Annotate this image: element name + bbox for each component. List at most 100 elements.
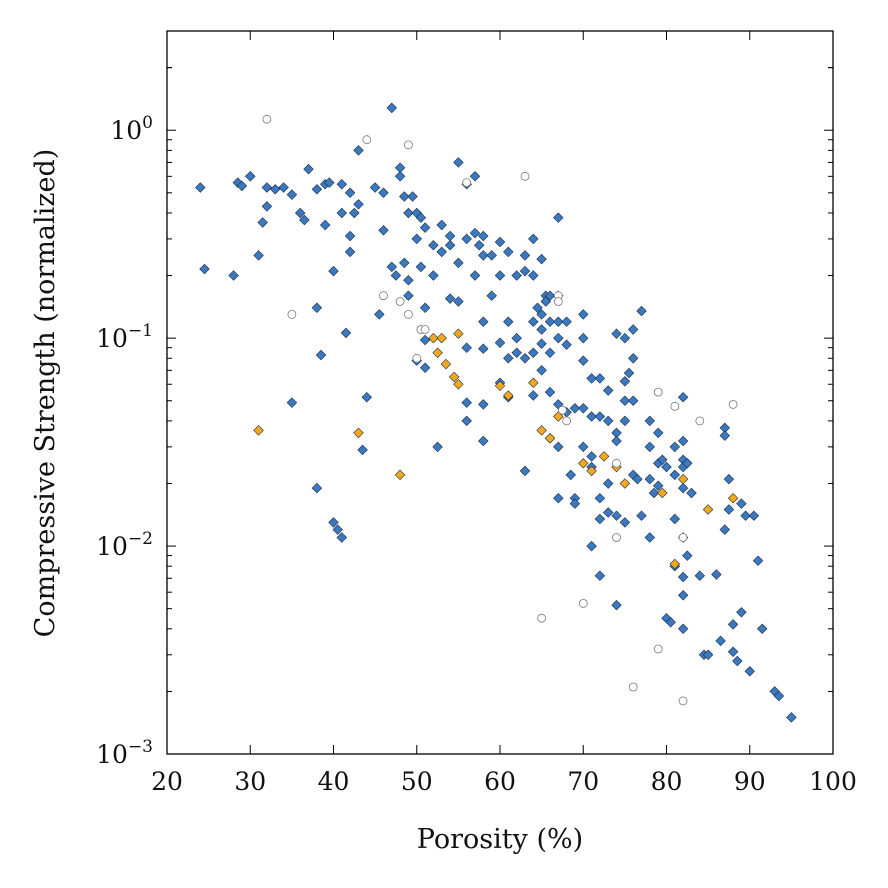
data-point-s0-41 bbox=[378, 187, 389, 199]
data-point-s0-12 bbox=[286, 189, 298, 200]
data-point-s2-20 bbox=[628, 682, 638, 692]
data-point-s0-161 bbox=[619, 332, 631, 344]
data-point-s0-24 bbox=[328, 265, 339, 277]
data-point-s0-96 bbox=[503, 316, 514, 327]
data-point-s0-160 bbox=[611, 599, 622, 611]
data-point-s0-156 bbox=[611, 328, 622, 339]
data-point-s0-103 bbox=[519, 265, 531, 277]
data-point-s0-182 bbox=[657, 454, 668, 466]
data-point-s0-63 bbox=[428, 239, 439, 251]
y-tick-label: 10−2 bbox=[96, 529, 153, 561]
data-point-s0-14 bbox=[294, 207, 306, 219]
data-point-s0-80 bbox=[469, 227, 481, 239]
data-point-s2-23 bbox=[670, 401, 680, 411]
data-point-s0-92 bbox=[494, 270, 506, 281]
data-point-s0-70 bbox=[444, 230, 456, 242]
data-point-s0-183 bbox=[661, 461, 672, 473]
data-point-s0-55 bbox=[411, 233, 423, 245]
data-point-s0-137 bbox=[578, 309, 589, 320]
data-point-s0-68 bbox=[444, 239, 456, 251]
data-point-s0-27 bbox=[336, 178, 348, 190]
data-point-s0-120 bbox=[544, 316, 556, 327]
data-point-s0-43 bbox=[386, 102, 398, 114]
data-point-s0-97 bbox=[503, 353, 514, 364]
data-point-s0-152 bbox=[602, 385, 614, 396]
data-point-s0-37 bbox=[357, 444, 368, 456]
data-point-s0-107 bbox=[528, 270, 539, 281]
data-point-s0-172 bbox=[636, 305, 647, 317]
data-point-s0-178 bbox=[648, 487, 660, 499]
data-point-s0-109 bbox=[528, 347, 539, 359]
data-point-s0-139 bbox=[578, 355, 589, 366]
data-point-s0-76 bbox=[461, 342, 472, 353]
data-point-s1-25 bbox=[727, 492, 739, 504]
data-point-s0-206 bbox=[715, 635, 726, 647]
data-point-s0-211 bbox=[723, 504, 735, 515]
data-point-s1-1 bbox=[353, 427, 364, 439]
data-point-s0-167 bbox=[627, 324, 639, 335]
data-point-s0-218 bbox=[744, 666, 755, 677]
data-point-s0-33 bbox=[344, 246, 356, 258]
data-point-s0-32 bbox=[344, 230, 356, 242]
data-point-s0-134 bbox=[565, 469, 577, 481]
data-point-s0-155 bbox=[602, 507, 614, 518]
data-point-s1-17 bbox=[586, 465, 597, 477]
data-point-s0-146 bbox=[586, 540, 597, 552]
data-point-s0-214 bbox=[732, 655, 743, 667]
y-tick-label: 100 bbox=[110, 113, 153, 145]
data-point-s0-35 bbox=[353, 145, 364, 156]
data-point-s0-169 bbox=[627, 395, 639, 406]
data-point-s0-44 bbox=[386, 261, 398, 273]
data-point-s2-21 bbox=[653, 387, 663, 397]
data-point-s0-126 bbox=[553, 316, 564, 327]
data-point-s0-59 bbox=[419, 222, 431, 233]
data-point-s0-188 bbox=[669, 513, 681, 525]
data-point-s0-179 bbox=[652, 427, 664, 439]
data-point-s0-50 bbox=[403, 207, 414, 219]
data-point-s0-175 bbox=[644, 441, 656, 453]
data-point-s0-34 bbox=[349, 207, 360, 219]
data-point-s0-67 bbox=[436, 246, 447, 258]
y-tick-label: 10−3 bbox=[96, 737, 153, 769]
data-point-s1-12 bbox=[528, 377, 539, 389]
data-point-s1-23 bbox=[677, 473, 689, 485]
data-point-s0-62 bbox=[419, 362, 431, 374]
data-point-s0-2 bbox=[228, 270, 239, 281]
data-point-s2-9 bbox=[420, 325, 430, 334]
data-point-s0-105 bbox=[519, 465, 531, 477]
data-point-s0-88 bbox=[478, 435, 489, 447]
data-point-s1-3 bbox=[428, 332, 439, 344]
data-point-s0-45 bbox=[390, 270, 402, 281]
data-point-s0-116 bbox=[536, 365, 547, 376]
data-point-s0-174 bbox=[644, 415, 656, 427]
data-point-s0-23 bbox=[324, 177, 335, 188]
data-point-s1-16 bbox=[578, 458, 589, 469]
data-point-s0-49 bbox=[399, 257, 410, 269]
data-point-s0-39 bbox=[369, 182, 381, 193]
data-point-s0-153 bbox=[602, 415, 614, 427]
data-point-s0-69 bbox=[444, 293, 456, 304]
data-point-s0-127 bbox=[553, 332, 564, 344]
data-point-s0-113 bbox=[536, 309, 547, 320]
data-points bbox=[195, 102, 797, 723]
data-point-s0-15 bbox=[299, 214, 310, 226]
data-point-s0-57 bbox=[415, 212, 427, 223]
data-point-s0-151 bbox=[594, 570, 606, 581]
data-point-s0-72 bbox=[453, 257, 464, 269]
data-point-s2-16 bbox=[562, 416, 571, 426]
data-point-s0-131 bbox=[561, 316, 572, 327]
data-point-s0-111 bbox=[532, 302, 543, 314]
data-point-s0-36 bbox=[353, 199, 364, 210]
data-point-s0-212 bbox=[727, 619, 739, 630]
data-point-s0-106 bbox=[528, 233, 539, 245]
data-point-s0-71 bbox=[453, 157, 464, 168]
data-point-s1-0 bbox=[253, 425, 264, 436]
data-point-s0-0 bbox=[195, 182, 206, 193]
data-point-s1-4 bbox=[432, 347, 443, 359]
data-point-s0-122 bbox=[544, 386, 556, 398]
data-point-s1-9 bbox=[453, 328, 464, 339]
data-point-s0-143 bbox=[586, 411, 597, 422]
data-point-s0-91 bbox=[494, 236, 506, 248]
data-point-s0-26 bbox=[332, 524, 343, 535]
data-point-s0-6 bbox=[253, 250, 264, 261]
